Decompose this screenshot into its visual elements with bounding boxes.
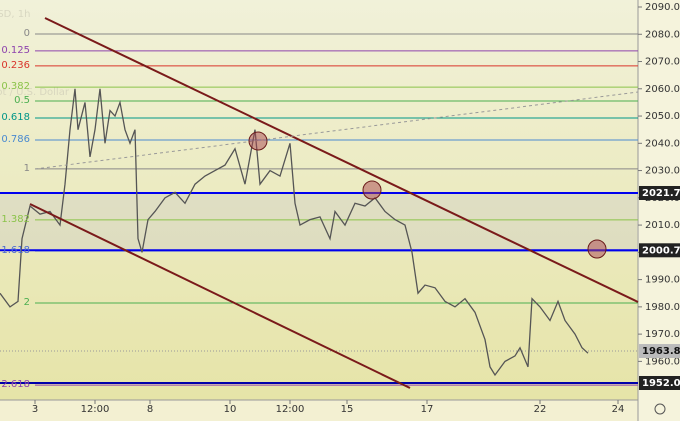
y-tick-label: 2050.00 — [645, 111, 680, 122]
last-price-label: 1963.80 — [642, 346, 680, 357]
y-tick-label: 2010.00 — [645, 220, 680, 231]
fib-label: 0 — [24, 28, 30, 39]
fib-label: 0.125 — [1, 45, 30, 56]
price-tag — [639, 243, 680, 258]
y-tick-label: 2080.00 — [645, 29, 680, 40]
trend-line — [44, 17, 639, 303]
price-line-series — [0, 88, 589, 377]
price-tag — [639, 185, 680, 200]
price-tag-label: 2021.77 — [642, 188, 680, 199]
y-tick-label: 1970.00 — [645, 329, 680, 340]
range-band — [0, 192, 638, 251]
fib-label: 0.5 — [14, 95, 30, 106]
y-tick-label: 2090.00 — [645, 2, 680, 13]
price-tag-label: 2000.75 — [642, 245, 680, 256]
x-tick-label: 10 — [224, 404, 237, 415]
watermark: USD, 1h — [0, 9, 30, 20]
trend-line-dashed — [34, 91, 639, 170]
price-tag — [639, 375, 680, 390]
watermark-sub: pot / U.S. Dollar — [0, 87, 70, 98]
marker-circle — [587, 239, 607, 259]
y-tick-label: 1980.00 — [645, 302, 680, 313]
fib-label: 0.382 — [1, 81, 30, 92]
trend-line — [29, 203, 411, 389]
y-tick-label: 2030.00 — [645, 166, 680, 177]
x-tick-label: 17 — [421, 404, 434, 415]
plot-background — [0, 0, 638, 400]
drawings — [29, 17, 639, 389]
fib-label: 1.618 — [1, 245, 30, 256]
y-tick-label: 2040.00 — [645, 138, 680, 149]
x-tick-label: 12:00 — [81, 404, 110, 415]
fib-label: 2 — [24, 297, 30, 308]
y-tick-label: 1990.00 — [645, 275, 680, 286]
fib-label: 1.382 — [1, 214, 30, 225]
fib-label: 2.618 — [1, 379, 30, 390]
x-tick-label: 22 — [534, 404, 547, 415]
x-tick-label: 24 — [612, 404, 625, 415]
last-price-tag — [639, 344, 680, 359]
y-tick-label: 1960.00 — [645, 356, 680, 367]
x-tick-label: 12:00 — [276, 404, 305, 415]
x-tick-label: 8 — [147, 404, 153, 415]
y-tick-label: 2060.00 — [645, 84, 680, 95]
label-layer: 2090.00 2080.00 2070.00 2060.00 2050.00 2040.… — [1, 2, 680, 415]
y-tick-label: 2070.00 — [645, 57, 680, 68]
fib-label: 0.618 — [1, 112, 30, 123]
marker-circle — [362, 180, 382, 200]
x-tick-label: 15 — [341, 404, 354, 415]
price-tag-label: 1952.07 — [642, 378, 680, 389]
settings-icon[interactable] — [654, 403, 666, 415]
fib-label: 1 — [24, 163, 30, 174]
fib-label: 0.236 — [1, 60, 30, 71]
x-tick-label: 3 — [32, 404, 38, 415]
marker-circle — [248, 131, 268, 151]
fib-label: 0.786 — [1, 134, 30, 145]
